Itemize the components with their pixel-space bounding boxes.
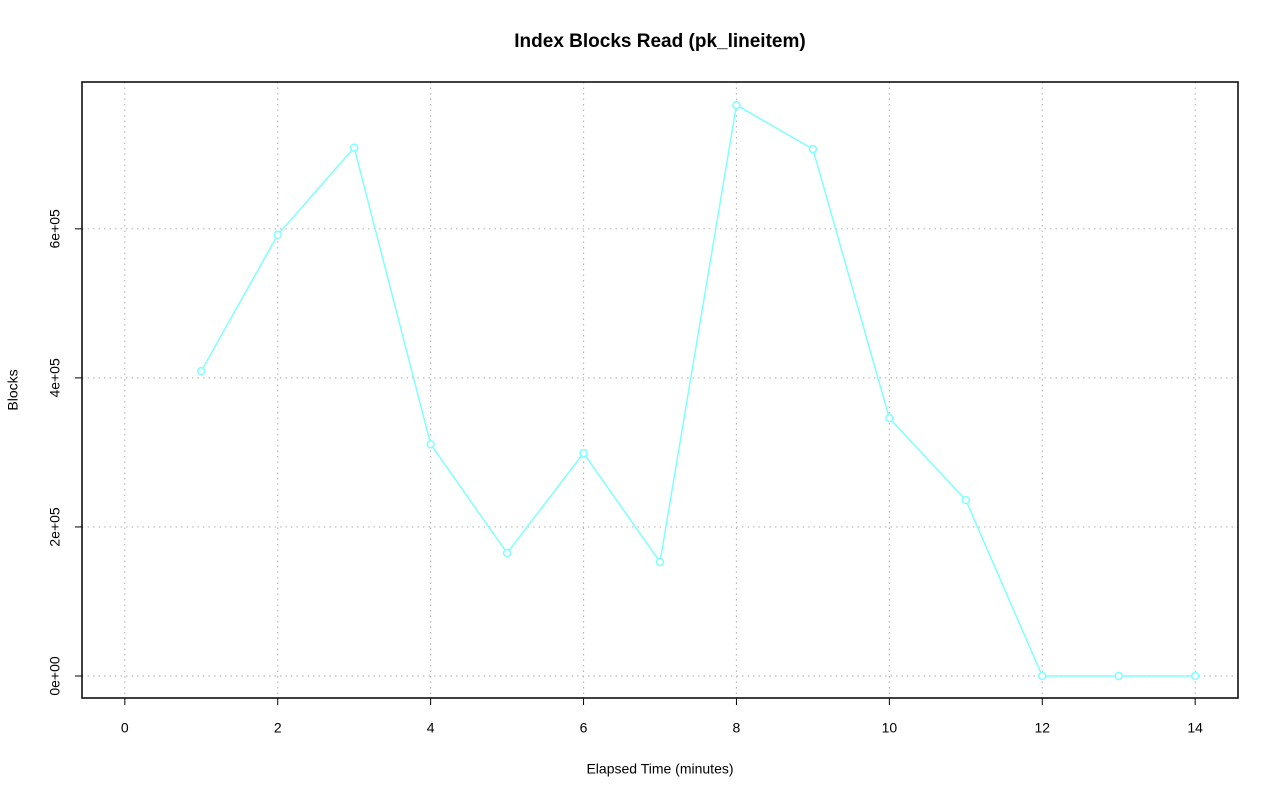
data-point (655, 557, 665, 567)
data-point (502, 548, 512, 558)
x-tick-label: 4 (427, 720, 435, 736)
data-point (197, 366, 206, 376)
x-tick-label: 12 (1034, 720, 1050, 736)
y-tick-label: 4e+05 (47, 358, 63, 398)
x-axis-label: Elapsed Time (minutes) (586, 761, 733, 777)
data-point (349, 143, 359, 152)
data-point (579, 448, 588, 458)
x-tick-label: 6 (580, 720, 588, 736)
x-tick-label: 2 (274, 720, 282, 736)
y-tick-label: 6e+05 (47, 209, 63, 249)
x-tick-label: 8 (733, 720, 741, 736)
data-point (1190, 671, 1200, 681)
data-point (1114, 671, 1123, 681)
data-point (273, 230, 282, 240)
data-point (732, 100, 741, 110)
x-tick-label: 14 (1187, 720, 1203, 736)
x-tick-label: 0 (121, 720, 129, 736)
data-point (885, 413, 894, 423)
data-point (961, 495, 971, 505)
y-axis-label: Blocks (5, 369, 21, 410)
series-line (200, 103, 1196, 677)
y-tick-label: 0e+00 (47, 656, 63, 696)
data-point (1038, 671, 1047, 681)
data-point (808, 144, 818, 154)
y-tick-label: 2e+05 (47, 507, 63, 547)
chart-title: Index Blocks Read (pk_lineitem) (514, 31, 805, 52)
data-point (426, 439, 435, 449)
plot-frame (81, 81, 1239, 699)
x-tick-label: 10 (882, 720, 898, 736)
